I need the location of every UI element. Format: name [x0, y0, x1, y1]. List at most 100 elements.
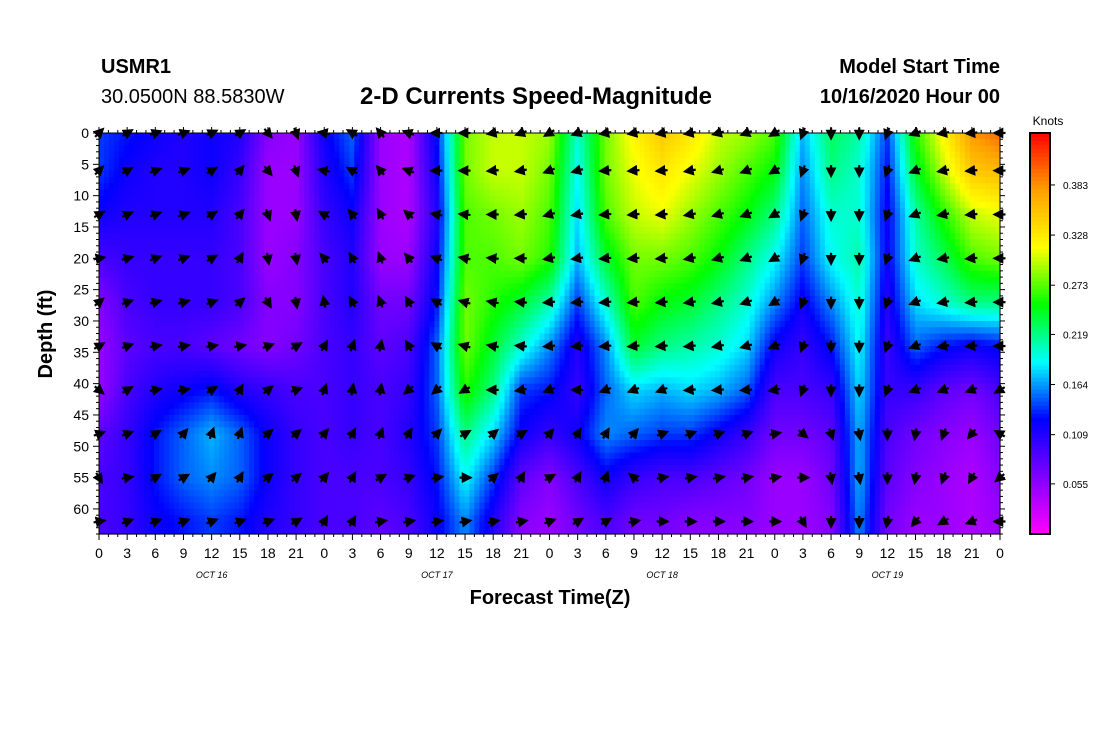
heatmap-cell	[494, 239, 501, 247]
heatmap-cell	[294, 226, 300, 234]
heatmap-cell	[719, 283, 726, 291]
heatmap-cell	[214, 151, 220, 159]
heatmap-cell	[734, 158, 741, 165]
heatmap-cell	[444, 258, 450, 266]
heatmap-cell	[874, 208, 881, 216]
heatmap-cell	[609, 295, 616, 303]
heatmap-cell	[824, 183, 831, 190]
heatmap-cell	[359, 158, 365, 165]
heatmap-cell	[604, 158, 611, 165]
heatmap-cell	[859, 277, 866, 284]
heatmap-cell	[474, 245, 481, 253]
heatmap-cell	[424, 139, 430, 147]
heatmap-cell	[854, 283, 861, 291]
heatmap-cell	[564, 164, 571, 172]
heatmap-cell	[589, 145, 596, 153]
heatmap-cell	[694, 139, 701, 147]
heatmap-cell	[209, 277, 215, 284]
heatmap-cell	[344, 270, 350, 278]
heatmap-cell	[544, 245, 551, 253]
heatmap-cell	[599, 283, 606, 291]
heatmap-cell	[964, 176, 971, 184]
heatmap-cell	[949, 233, 956, 241]
heatmap-cell	[529, 289, 536, 297]
heatmap-cell	[164, 170, 170, 178]
heatmap-cell	[299, 264, 305, 272]
heatmap-cell	[564, 264, 571, 272]
heatmap-cell	[649, 189, 656, 197]
heatmap-cell	[134, 170, 140, 178]
heatmap-cell	[559, 220, 566, 228]
heatmap-cell	[549, 270, 556, 278]
heatmap-cell	[814, 239, 821, 247]
heatmap-cell	[924, 239, 931, 247]
heatmap-cell	[804, 170, 811, 178]
heatmap-cell	[934, 176, 941, 184]
heatmap-cell	[809, 289, 816, 297]
heatmap-cell	[429, 189, 435, 197]
heatmap-cell	[994, 233, 1001, 241]
heatmap-cell	[334, 295, 340, 303]
heatmap-cell	[459, 289, 466, 297]
heatmap-cell	[374, 239, 380, 247]
heatmap-cell	[879, 151, 886, 159]
heatmap-cell	[949, 252, 956, 259]
heatmap-cell	[854, 226, 861, 234]
heatmap-cell	[414, 239, 420, 247]
heatmap-cell	[989, 151, 996, 159]
heatmap-cell	[459, 245, 466, 253]
heatmap-cell	[329, 302, 335, 310]
heatmap-cell	[674, 252, 681, 259]
heatmap-cell	[784, 164, 791, 172]
heatmap-cell	[534, 151, 541, 159]
heatmap-cell	[539, 283, 546, 291]
heatmap-cell	[759, 289, 766, 297]
heatmap-cell	[479, 258, 486, 266]
heatmap-cell	[189, 245, 195, 253]
heatmap-cell	[304, 233, 310, 241]
heatmap-cell	[469, 208, 476, 216]
heatmap-cell	[229, 289, 235, 297]
heatmap-cell	[614, 139, 621, 147]
heatmap-cell	[129, 145, 135, 153]
heatmap-cell	[939, 264, 946, 272]
heatmap-cell	[419, 258, 425, 266]
heatmap-cell	[939, 270, 946, 278]
heatmap-cell	[404, 139, 410, 147]
heatmap-cell	[249, 283, 255, 291]
heatmap-cell	[114, 258, 120, 266]
heatmap-cell	[184, 176, 190, 184]
heatmap-cell	[524, 239, 531, 247]
heatmap-cell	[649, 245, 656, 253]
heatmap-cell	[394, 151, 400, 159]
heatmap-cell	[719, 270, 726, 278]
heatmap-cell	[939, 289, 946, 297]
heatmap-cell	[724, 258, 731, 266]
heatmap-cell	[834, 145, 841, 153]
heatmap-cell	[529, 133, 536, 140]
heatmap-cell	[504, 277, 511, 284]
heatmap-cell	[784, 245, 791, 253]
heatmap-cell	[594, 189, 601, 197]
heatmap-cell	[279, 195, 285, 203]
heatmap-cell	[279, 164, 285, 172]
heatmap-cell	[304, 151, 310, 159]
heatmap-cell	[819, 277, 826, 284]
heatmap-cell	[409, 189, 415, 197]
heatmap-cell	[289, 183, 295, 190]
heatmap-cell	[319, 226, 325, 234]
heatmap-cell	[504, 214, 511, 222]
heatmap-cell	[479, 214, 486, 222]
heatmap-cell	[229, 195, 235, 203]
heatmap-cell	[284, 283, 290, 291]
heatmap-cell	[104, 195, 110, 203]
heatmap-cell	[499, 270, 506, 278]
heatmap-cell	[624, 151, 631, 159]
heatmap-cell	[304, 145, 310, 153]
heatmap-cell	[879, 170, 886, 178]
heatmap-cell	[469, 145, 476, 153]
heatmap-cell	[964, 289, 971, 297]
heatmap-cell	[444, 139, 450, 147]
heatmap-cell	[694, 239, 701, 247]
heatmap-cell	[254, 277, 260, 284]
